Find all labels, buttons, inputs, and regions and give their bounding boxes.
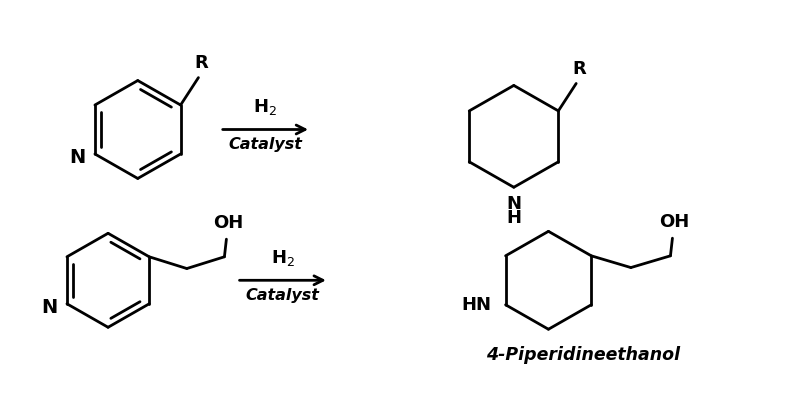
Text: H: H	[506, 209, 522, 227]
Text: OH: OH	[659, 213, 690, 231]
Text: H$_2$: H$_2$	[270, 248, 294, 268]
Text: 4-Piperidineethanol: 4-Piperidineethanol	[486, 346, 680, 364]
Text: Catalyst: Catalyst	[229, 137, 302, 152]
Text: R: R	[572, 60, 586, 78]
Text: R: R	[194, 54, 208, 72]
Text: N: N	[69, 148, 85, 167]
Text: N: N	[506, 195, 522, 213]
Text: Catalyst: Catalyst	[246, 288, 320, 303]
Text: H$_2$: H$_2$	[254, 97, 278, 117]
Text: OH: OH	[214, 214, 243, 232]
Text: N: N	[41, 298, 57, 317]
Text: HN: HN	[462, 296, 492, 314]
